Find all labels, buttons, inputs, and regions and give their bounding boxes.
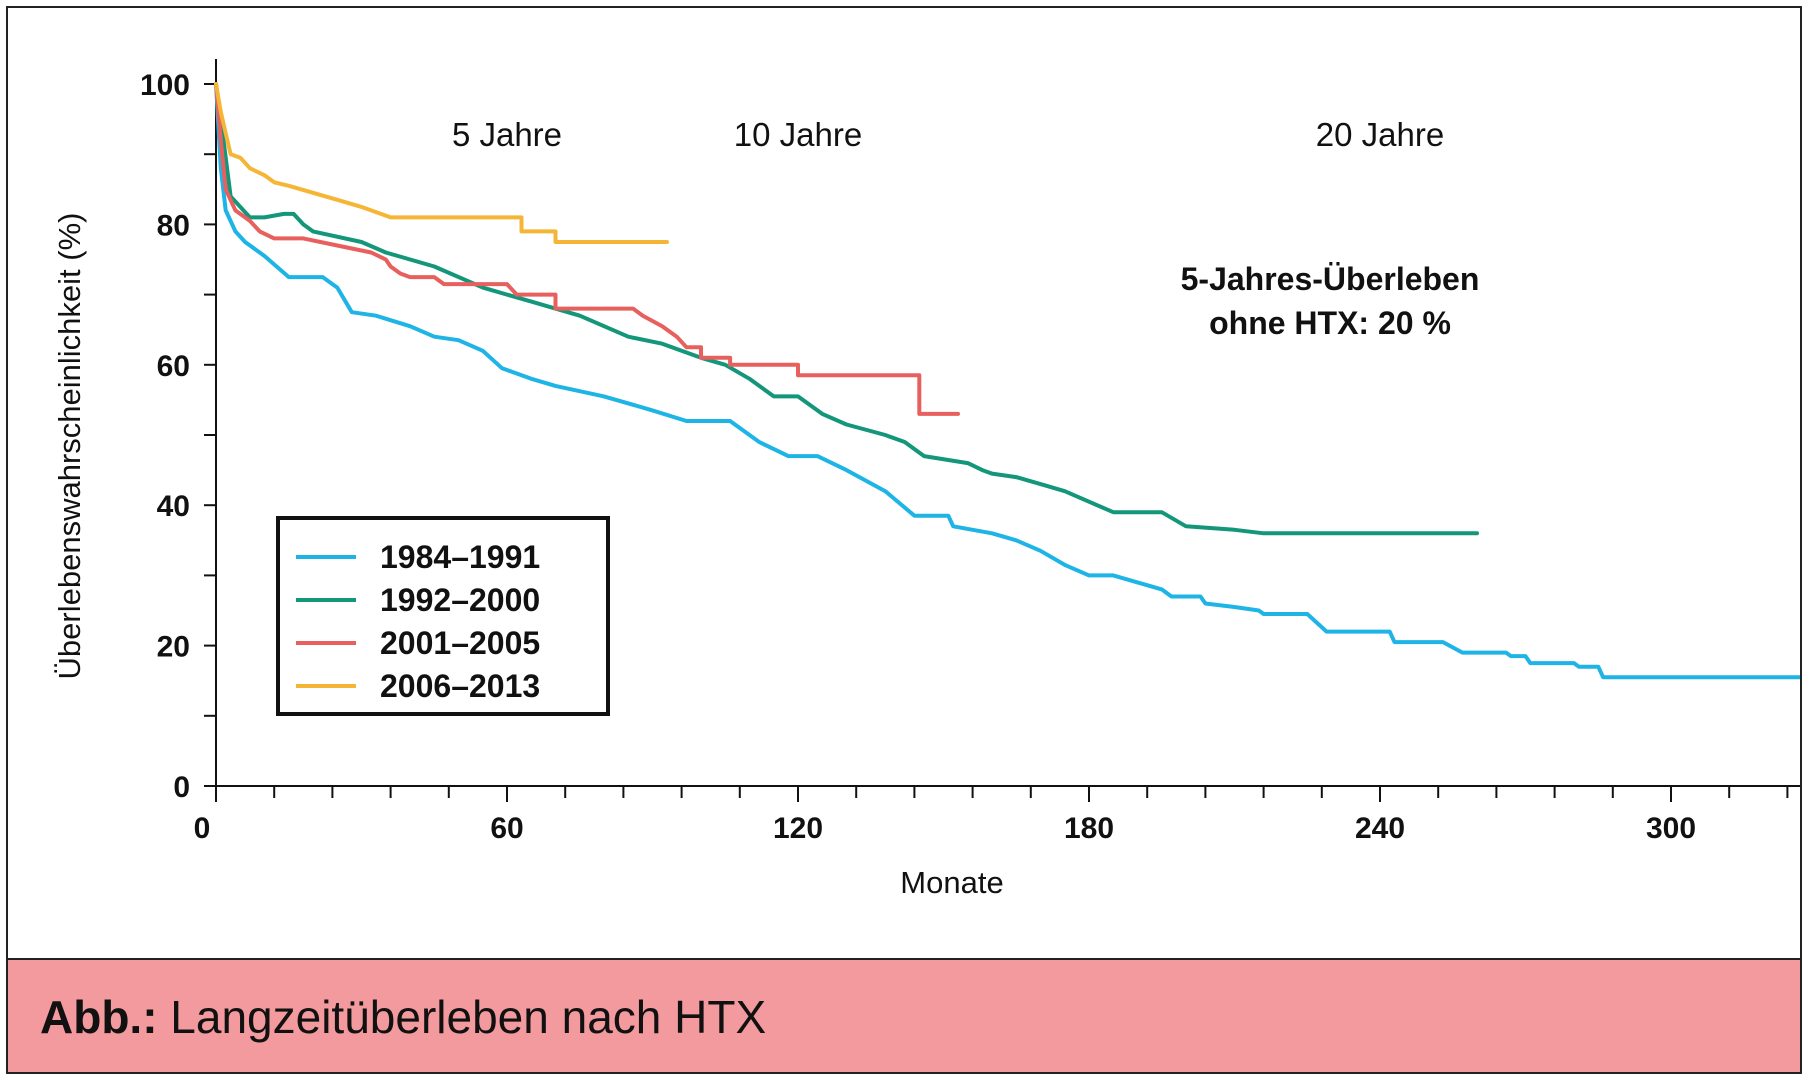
series-line-2006-2013 — [214, 82, 669, 244]
note-line-1: 5-Jahres-Überleben — [1181, 261, 1480, 297]
x-tick-label: 60 — [490, 812, 523, 845]
y-tick-label: 40 — [157, 490, 190, 523]
x-tick-label: 300 — [1646, 812, 1696, 845]
axis-ticks — [204, 83, 1789, 802]
legend-label-2006-2013: 2006–2013 — [380, 668, 540, 704]
x-tick-label: 240 — [1355, 812, 1405, 845]
x-tick-label: 120 — [773, 812, 823, 845]
survival-chart: 0 20 40 60 80 100 0 60 120 180 240 300 Überlebenswa… — [52, 59, 1800, 900]
y-tick-label: 80 — [157, 209, 190, 242]
y-tick-label: 60 — [157, 350, 190, 383]
legend: 1984–1991 1992–2000 2001–2005 2006–2013 — [276, 516, 610, 716]
series-line-1984-1991 — [214, 82, 1800, 680]
caption-text: Abb.: Langzeitüberleben nach HTX — [40, 990, 766, 1044]
annotation-5-jahre: 5 Jahre — [452, 116, 562, 153]
y-tick-label: 100 — [140, 69, 190, 102]
legend-label-2001-2005: 2001–2005 — [380, 625, 540, 661]
series-layer — [214, 82, 1800, 680]
annotation-10-jahre: 10 Jahre — [734, 116, 862, 153]
x-tick-label: 0 — [194, 812, 211, 845]
annotation-20-jahre: 20 Jahre — [1316, 116, 1444, 153]
series-line-1992-2000 — [214, 82, 1479, 536]
figure-frame: 0 20 40 60 80 100 0 60 120 180 240 300 Überlebenswa… — [6, 6, 1802, 1074]
legend-box — [276, 516, 610, 716]
y-axis-title: Überlebenswahrscheinlichkeit (%) — [52, 213, 87, 680]
tick-labels: 0 20 40 60 80 100 0 60 120 180 240 300 — [140, 69, 1696, 845]
axes — [215, 59, 1800, 787]
note-line-2: ohne HTX: 20 % — [1209, 305, 1451, 341]
caption-bar: Abb.: Langzeitüberleben nach HTX — [8, 958, 1800, 1072]
legend-label-1984-1991: 1984–1991 — [380, 539, 540, 575]
x-tick-label: 180 — [1064, 812, 1114, 845]
x-axis-title: Monate — [900, 865, 1003, 900]
series-line-2001-2005 — [214, 82, 960, 416]
legend-label-1992-2000: 1992–2000 — [380, 582, 540, 618]
caption-title: Langzeitüberleben nach HTX — [157, 991, 767, 1043]
caption-label: Abb.: — [40, 991, 158, 1043]
y-tick-label: 0 — [173, 771, 190, 804]
y-tick-label: 20 — [157, 631, 190, 664]
